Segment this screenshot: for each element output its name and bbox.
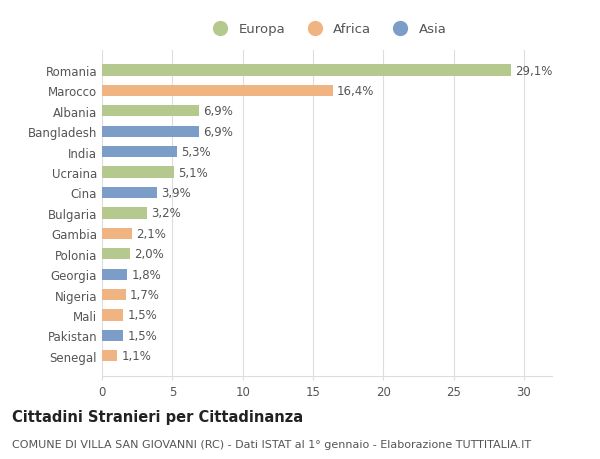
Bar (102, 126, 199, 138)
Bar (102, 330, 123, 341)
Bar (102, 269, 127, 280)
Text: 1,1%: 1,1% (122, 349, 152, 363)
Text: 2,1%: 2,1% (136, 227, 166, 240)
Text: 6,9%: 6,9% (203, 125, 233, 139)
Bar (102, 289, 126, 301)
Bar (102, 106, 199, 117)
Bar (102, 147, 176, 158)
Text: 1,5%: 1,5% (127, 309, 157, 322)
Text: 5,3%: 5,3% (181, 146, 211, 159)
Text: 16,4%: 16,4% (337, 85, 374, 98)
Text: 1,7%: 1,7% (130, 288, 160, 302)
Bar (102, 228, 131, 240)
Text: 2,0%: 2,0% (134, 248, 164, 261)
Text: 29,1%: 29,1% (515, 64, 553, 78)
Legend: Europa, Africa, Asia: Europa, Africa, Asia (202, 18, 452, 41)
Text: 1,8%: 1,8% (131, 268, 161, 281)
Text: Cittadini Stranieri per Cittadinanza: Cittadini Stranieri per Cittadinanza (12, 409, 303, 425)
Bar (102, 249, 130, 260)
Bar (102, 86, 332, 97)
Text: 3,9%: 3,9% (161, 187, 191, 200)
Bar (102, 350, 118, 362)
Text: 6,9%: 6,9% (203, 105, 233, 118)
Bar (102, 310, 123, 321)
Text: COMUNE DI VILLA SAN GIOVANNI (RC) - Dati ISTAT al 1° gennaio - Elaborazione TUTT: COMUNE DI VILLA SAN GIOVANNI (RC) - Dati… (12, 439, 531, 449)
Bar (102, 167, 174, 178)
Bar (102, 187, 157, 199)
Bar (102, 65, 511, 77)
Text: 3,2%: 3,2% (151, 207, 181, 220)
Bar (102, 208, 147, 219)
Text: 5,1%: 5,1% (178, 166, 208, 179)
Text: 1,5%: 1,5% (127, 329, 157, 342)
